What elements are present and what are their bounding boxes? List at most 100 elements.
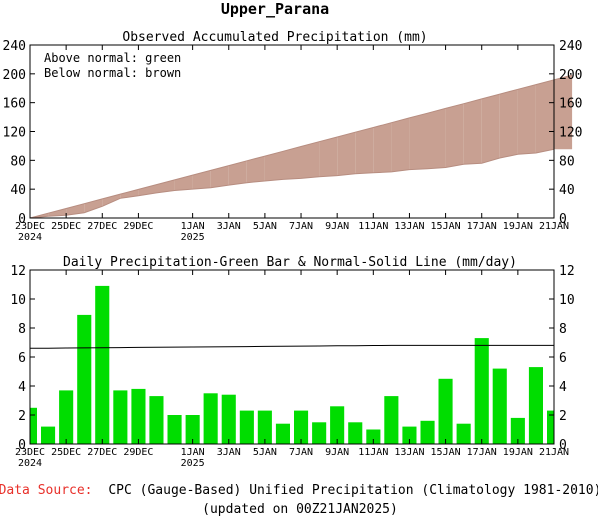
below-normal-area [264, 151, 283, 181]
daily-ytick-label-right: 6 [559, 351, 567, 366]
daily-ytick-label-left: 10 [10, 293, 26, 308]
daily-precip-bar [239, 410, 254, 444]
accumulated-ytick-label-left: 200 [3, 68, 26, 83]
accumulated-xtick-label: 13JAN [394, 221, 424, 232]
daily-precip-bar [167, 415, 182, 444]
accumulated-ytick-label-right: 80 [559, 154, 575, 169]
accumulated-xtick-label: 19JAN [503, 221, 533, 232]
daily-precip-bar [492, 368, 507, 444]
footer-source: Data Source: CPC (Gauge-Based) Unified P… [0, 483, 598, 498]
below-normal-area [156, 179, 175, 193]
accumulated-ytick-label-left: 0 [18, 212, 26, 227]
daily-ytick-label-left: 12 [10, 264, 26, 279]
daily-precip-bar [384, 396, 399, 444]
below-normal-area [301, 141, 320, 179]
below-normal-area [463, 98, 482, 165]
daily-xtick-label: 13JAN [394, 447, 424, 458]
daily-precip-bar [330, 406, 345, 444]
daily-chart: Daily Precipitation-Green Bar & Normal-S… [10, 255, 574, 469]
accumulated-ytick-label-right: 160 [559, 97, 582, 112]
below-normal-area [138, 184, 157, 196]
below-normal-area [84, 198, 103, 213]
daily-ytick-label-left: 6 [18, 351, 26, 366]
data-source-label: Data Source: [0, 483, 93, 498]
data-source-text: CPC (Gauge-Based) Unified Precipitation … [108, 483, 598, 498]
below-normal-area [535, 79, 554, 153]
below-normal-area [48, 208, 67, 217]
below-normal-area [554, 75, 573, 150]
accumulated-ytick-label-right: 0 [559, 212, 567, 227]
accumulated-ytick-label-right: 40 [559, 183, 575, 198]
accumulated-xtick-label: 7JAN [289, 221, 313, 232]
daily-ytick-label-right: 8 [559, 322, 567, 337]
below-normal-area [445, 103, 464, 168]
below-normal-area [228, 160, 247, 186]
accumulated-ytick-label-right: 240 [559, 39, 582, 54]
daily-precip-bar [348, 422, 363, 445]
legend-below-normal: Below normal: brown [44, 66, 181, 80]
below-normal-area [517, 84, 536, 155]
accumulated-ytick-label-right: 200 [559, 68, 582, 83]
daily-ytick-label-left: 8 [18, 322, 26, 337]
below-normal-area [373, 122, 392, 173]
daily-ytick-label-left: 2 [18, 409, 26, 424]
daily-precip-bar [30, 407, 37, 445]
below-normal-area [283, 146, 301, 180]
below-normal-area [391, 117, 410, 172]
accumulated-xtick-label: 25DEC [51, 221, 81, 232]
daily-precip-bar [294, 410, 309, 444]
accumulated-xtick-label: 1JAN [181, 221, 205, 232]
below-normal-area [66, 203, 85, 216]
accumulated-ytick-label-left: 80 [10, 154, 26, 169]
accumulated-xtick-year: 2025 [181, 232, 205, 243]
daily-ytick-label-right: 0 [559, 438, 567, 453]
daily-xtick-label: 25DEC [51, 447, 81, 458]
daily-precip-bar [510, 417, 525, 444]
daily-xtick-year: 2024 [18, 458, 42, 469]
accumulated-xtick-label: 29DEC [123, 221, 153, 232]
daily-precip-bar [547, 410, 554, 444]
accumulated-chart-title: Observed Accumulated Precipitation (mm) [122, 30, 427, 45]
daily-chart-title: Daily Precipitation-Green Bar & Normal-S… [63, 255, 517, 270]
accumulated-xtick-label: 3JAN [217, 221, 241, 232]
page-title: Upper_Parana [221, 0, 329, 18]
accumulated-xtick-label: 5JAN [253, 221, 277, 232]
below-normal-area [355, 127, 374, 174]
accumulated-xtick-label: 11JAN [358, 221, 388, 232]
daily-xtick-label: 11JAN [358, 447, 388, 458]
accumulated-ytick-label-left: 40 [10, 183, 26, 198]
accumulated-xtick-label: 21JAN [539, 221, 569, 232]
daily-ytick-label-left: 4 [18, 380, 26, 395]
daily-xtick-label: 5JAN [253, 447, 277, 458]
daily-precip-bar [221, 394, 236, 444]
daily-precip-bar [77, 314, 92, 444]
below-normal-area [337, 132, 356, 176]
daily-precip-bar [59, 390, 74, 444]
daily-precip-bar [185, 415, 200, 444]
daily-xtick-label: 7JAN [289, 447, 313, 458]
daily-ytick-label-right: 10 [559, 293, 575, 308]
daily-xtick-label: 23DEC [15, 447, 45, 458]
accumulated-ytick-label-left: 120 [3, 126, 26, 141]
accumulated-xtick-label: 27DEC [87, 221, 117, 232]
daily-precip-bar [402, 426, 417, 444]
daily-xtick-label: 19JAN [503, 447, 533, 458]
below-normal-area [246, 156, 265, 183]
daily-xtick-label: 21JAN [539, 447, 569, 458]
accumulated-xtick-label: 17JAN [467, 221, 497, 232]
daily-precip-bar [312, 422, 327, 445]
below-normal-area [481, 94, 500, 164]
daily-precip-bar [131, 388, 146, 444]
accumulated-xtick-label: 9JAN [325, 221, 349, 232]
below-normal-area [192, 170, 211, 190]
daily-precip-bar [528, 367, 543, 444]
daily-ytick-label-left: 0 [18, 438, 26, 453]
daily-precip-bar [257, 410, 272, 444]
accumulated-ytick-label-left: 160 [3, 97, 26, 112]
accumulated-ytick-label-right: 120 [559, 126, 582, 141]
daily-precip-bar [438, 378, 453, 445]
daily-precip-bar [474, 338, 489, 444]
daily-xtick-label: 1JAN [181, 447, 205, 458]
